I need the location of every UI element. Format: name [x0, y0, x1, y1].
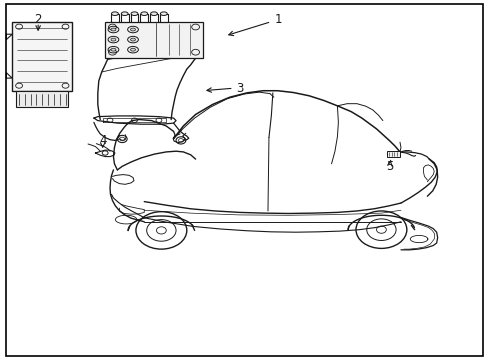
Ellipse shape — [111, 28, 116, 31]
Ellipse shape — [130, 38, 135, 41]
Ellipse shape — [111, 48, 116, 51]
Bar — [386, 151, 399, 157]
Bar — [105, 22, 203, 58]
Ellipse shape — [108, 36, 119, 43]
Ellipse shape — [111, 38, 116, 41]
Text: 5: 5 — [386, 160, 393, 173]
Ellipse shape — [121, 12, 128, 15]
Ellipse shape — [130, 48, 135, 51]
Ellipse shape — [127, 36, 138, 43]
Text: 4: 4 — [99, 134, 106, 147]
Ellipse shape — [127, 26, 138, 33]
Bar — [12, 22, 72, 91]
Ellipse shape — [111, 12, 118, 15]
Ellipse shape — [127, 46, 138, 53]
Text: 3: 3 — [235, 82, 243, 95]
Ellipse shape — [150, 12, 157, 15]
Ellipse shape — [141, 12, 147, 15]
Ellipse shape — [108, 46, 119, 53]
Text: 2: 2 — [34, 13, 42, 26]
Ellipse shape — [131, 12, 138, 15]
Ellipse shape — [108, 26, 119, 33]
Ellipse shape — [160, 12, 167, 15]
Bar — [16, 91, 68, 107]
Ellipse shape — [130, 28, 135, 31]
Text: 1: 1 — [274, 13, 282, 26]
